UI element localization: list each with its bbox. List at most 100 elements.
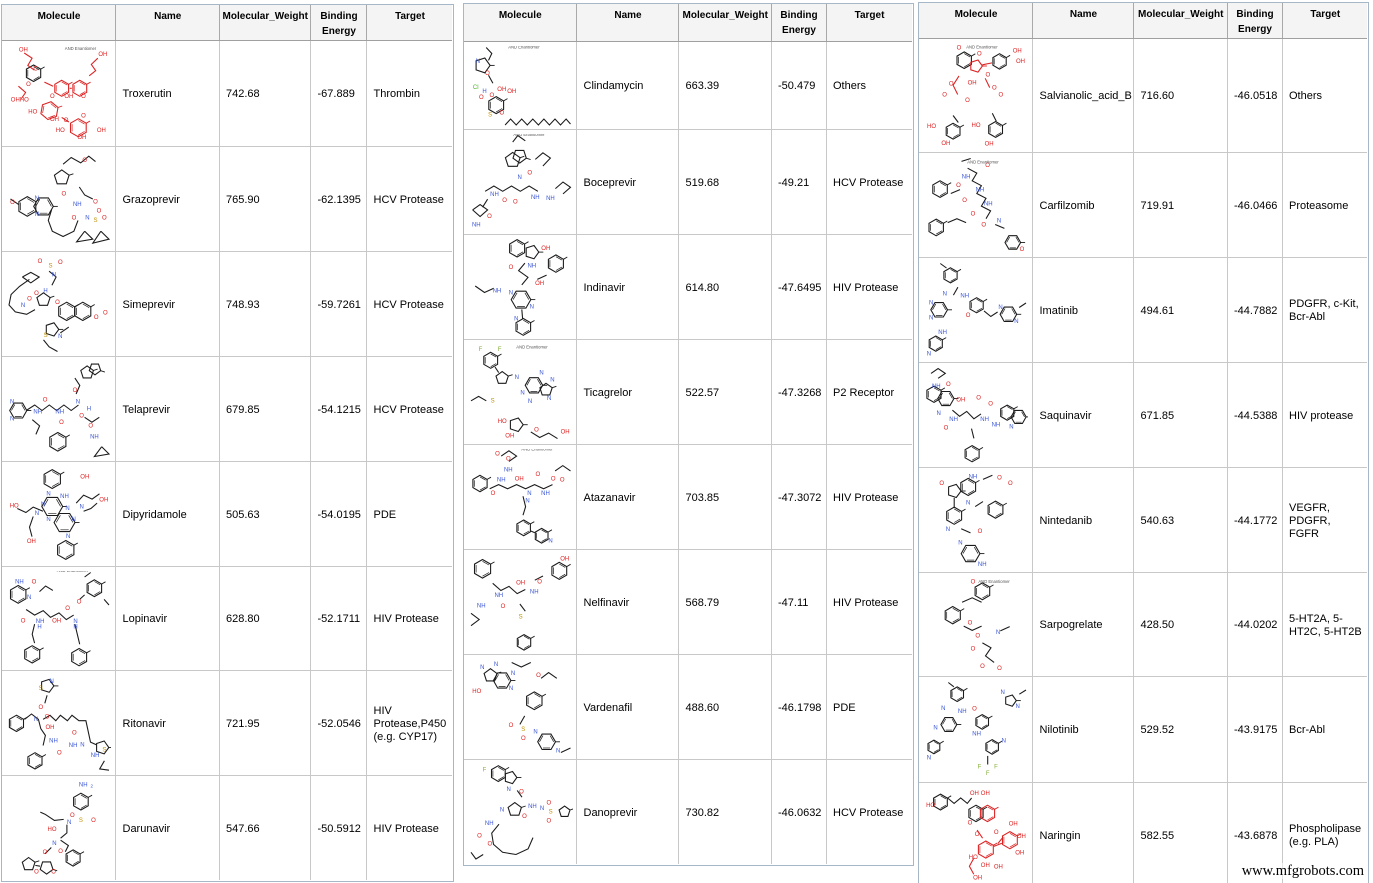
svg-text:NH: NH bbox=[91, 753, 100, 759]
svg-text:N: N bbox=[514, 316, 518, 322]
svg-text:NH: NH bbox=[490, 192, 499, 198]
svg-text:O: O bbox=[32, 579, 37, 585]
svg-text:NH: NH bbox=[492, 288, 501, 294]
svg-text:O: O bbox=[93, 199, 98, 205]
svg-text:OH: OH bbox=[1016, 58, 1025, 64]
svg-text:N: N bbox=[41, 502, 45, 508]
svg-text:N: N bbox=[80, 504, 84, 510]
svg-text:O: O bbox=[985, 162, 990, 168]
svg-text:O: O bbox=[985, 72, 990, 78]
svg-text:O: O bbox=[38, 258, 43, 264]
svg-text:O: O bbox=[65, 605, 70, 611]
svg-text:O: O bbox=[975, 831, 980, 837]
svg-text:O: O bbox=[73, 387, 78, 393]
svg-text:N: N bbox=[1002, 739, 1006, 745]
svg-text:O: O bbox=[968, 820, 973, 826]
svg-text:O: O bbox=[972, 707, 977, 713]
svg-text:O: O bbox=[81, 113, 86, 119]
svg-text:O: O bbox=[550, 476, 555, 482]
svg-text:O: O bbox=[537, 579, 542, 585]
svg-text:NH: NH bbox=[60, 493, 69, 499]
svg-text:N: N bbox=[539, 806, 543, 812]
svg-text:OH: OH bbox=[1015, 850, 1024, 856]
svg-text:S: S bbox=[93, 217, 97, 223]
svg-text:N: N bbox=[52, 841, 56, 847]
svg-text:O: O bbox=[38, 705, 43, 711]
svg-text:N: N bbox=[480, 665, 484, 671]
svg-text:N: N bbox=[520, 391, 524, 397]
svg-text:O: O bbox=[500, 604, 505, 610]
svg-text:H: H bbox=[73, 624, 77, 630]
svg-text:H: H bbox=[37, 624, 41, 630]
svg-text:N: N bbox=[10, 416, 14, 422]
svg-text:F: F bbox=[482, 767, 486, 773]
svg-text:H: H bbox=[43, 288, 47, 294]
svg-text:NH: NH bbox=[938, 329, 947, 335]
svg-text:O: O bbox=[535, 472, 540, 478]
svg-text:O: O bbox=[946, 381, 951, 387]
svg-text:O: O bbox=[505, 456, 510, 462]
svg-text:N: N bbox=[529, 304, 533, 310]
svg-text:N: N bbox=[1016, 704, 1020, 710]
svg-text:HO: HO bbox=[472, 689, 481, 695]
svg-text:N: N bbox=[85, 215, 89, 221]
svg-text:O: O bbox=[975, 633, 980, 639]
svg-text:O: O bbox=[97, 208, 102, 214]
svg-text:O: O bbox=[965, 97, 970, 103]
svg-text:S: S bbox=[488, 112, 492, 118]
svg-text:O: O bbox=[977, 51, 982, 57]
svg-text:OH: OH bbox=[994, 864, 1003, 870]
svg-text:N: N bbox=[996, 630, 1000, 636]
svg-text:O: O bbox=[559, 477, 564, 483]
svg-text:N: N bbox=[937, 410, 941, 416]
svg-text:O: O bbox=[534, 427, 539, 433]
svg-text:N: N bbox=[927, 756, 931, 762]
svg-text:OH: OH bbox=[98, 52, 107, 58]
svg-text:NH: NH bbox=[36, 618, 45, 624]
svg-text:AND Enantiomer: AND Enantiomer bbox=[57, 571, 89, 573]
svg-text:N: N bbox=[506, 787, 510, 793]
svg-text:O: O bbox=[81, 94, 86, 100]
svg-text:O: O bbox=[94, 314, 99, 320]
svg-text:O: O bbox=[992, 85, 997, 91]
svg-text:S: S bbox=[518, 614, 522, 620]
svg-text:O: O bbox=[1008, 480, 1013, 486]
svg-text:NH: NH bbox=[471, 223, 480, 229]
svg-text:OH: OH bbox=[514, 476, 523, 482]
svg-text:NH: NH bbox=[530, 195, 539, 201]
svg-text:O: O bbox=[103, 310, 108, 316]
svg-text:N: N bbox=[66, 534, 70, 540]
svg-text:O: O bbox=[72, 730, 77, 736]
svg-text:O: O bbox=[82, 157, 87, 163]
svg-text:O: O bbox=[978, 528, 983, 534]
svg-text:O: O bbox=[994, 829, 999, 835]
svg-text:O: O bbox=[55, 300, 60, 306]
svg-text:N: N bbox=[943, 291, 947, 297]
svg-text:OH: OH bbox=[80, 474, 89, 480]
svg-text:O: O bbox=[102, 215, 107, 221]
svg-text:AND Enantiomer: AND Enantiomer bbox=[967, 159, 999, 164]
svg-text:N: N bbox=[539, 371, 543, 377]
svg-text:O: O bbox=[962, 197, 967, 203]
svg-text:O: O bbox=[45, 714, 50, 720]
svg-text:O: O bbox=[34, 870, 39, 876]
svg-text:N: N bbox=[510, 671, 514, 677]
svg-text:N: N bbox=[67, 820, 71, 826]
svg-text:N: N bbox=[946, 526, 950, 532]
svg-text:O: O bbox=[485, 70, 490, 76]
svg-text:AND Enantiomer: AND Enantiomer bbox=[966, 44, 998, 49]
svg-text:O: O bbox=[58, 849, 63, 855]
svg-text:O: O bbox=[10, 199, 15, 205]
svg-text:OH: OH bbox=[941, 140, 950, 146]
svg-text:N: N bbox=[27, 594, 31, 600]
svg-text:F: F bbox=[478, 347, 482, 353]
svg-text:O: O bbox=[21, 618, 26, 624]
svg-text:N: N bbox=[35, 510, 39, 516]
svg-text:N: N bbox=[475, 58, 479, 64]
svg-text:O: O bbox=[536, 673, 541, 679]
svg-text:HO: HO bbox=[972, 122, 981, 128]
svg-text:N: N bbox=[527, 491, 531, 497]
svg-text:NH: NH bbox=[949, 416, 958, 422]
svg-text:N: N bbox=[527, 399, 531, 405]
svg-text:O: O bbox=[487, 214, 492, 220]
